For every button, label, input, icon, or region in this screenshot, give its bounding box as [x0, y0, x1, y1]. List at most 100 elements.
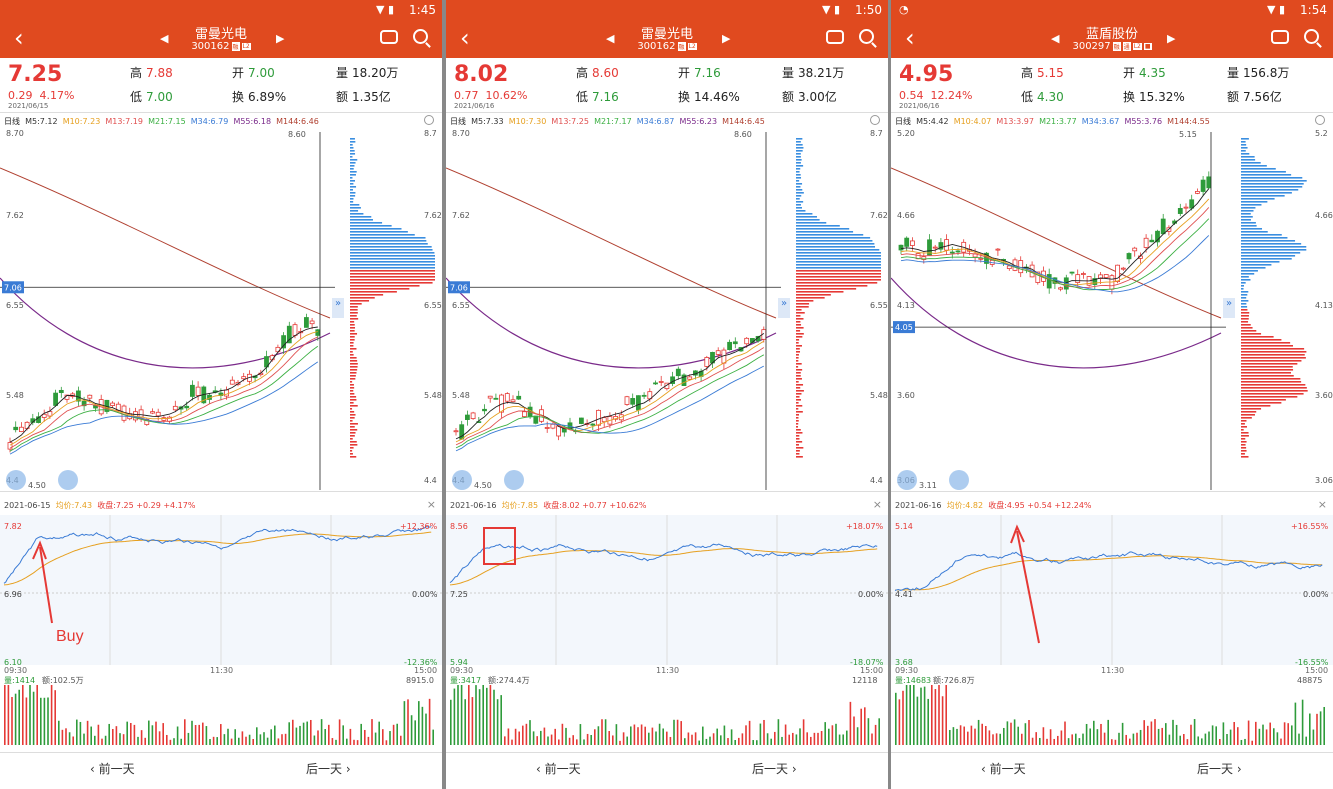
close-icon[interactable]: ×	[426, 498, 436, 511]
period-label[interactable]: 日线	[450, 117, 466, 126]
kline-chart[interactable]: 8.707.626.555.484.48.77.626.555.484.48.6…	[0, 128, 442, 490]
ma-line	[900, 198, 1210, 286]
volume-profile-bar	[1241, 234, 1282, 236]
close-label: 收盘:	[988, 501, 1007, 510]
volume-profile-bar	[796, 234, 864, 236]
back-arrow-icon[interactable]: ‹	[905, 24, 915, 52]
volume-profile-bar	[350, 366, 358, 368]
volume-profile-bar	[796, 312, 805, 314]
volume-profile-bar	[796, 330, 801, 332]
back-arrow-icon[interactable]: ‹	[460, 24, 470, 52]
day-nav: ‹ 前一天 后一天 ›	[446, 756, 888, 780]
prev-stock-icon[interactable]: ◀	[160, 32, 169, 45]
volume-profile-bar	[1241, 249, 1307, 251]
robot-icon[interactable]	[826, 30, 844, 44]
volume-profile-bar	[350, 174, 356, 176]
price-line	[449, 543, 878, 584]
search-icon[interactable]	[859, 29, 874, 44]
period-label[interactable]: 日线	[4, 117, 20, 126]
candle	[1098, 274, 1103, 279]
search-icon[interactable]	[413, 29, 428, 44]
back-arrow-icon[interactable]: ‹	[14, 24, 24, 52]
expand-button[interactable]	[58, 470, 78, 490]
prev-day-button[interactable]: ‹ 前一天	[536, 762, 581, 776]
volume-bar	[540, 730, 542, 745]
next-stock-icon[interactable]: ▶	[1167, 32, 1176, 45]
next-day-button[interactable]: 后一天 ›	[306, 762, 351, 776]
volume-profile-bar	[350, 393, 355, 395]
expand-profile-icon[interactable]: »	[778, 298, 790, 318]
period-label[interactable]: 日线	[895, 117, 911, 126]
robot-icon[interactable]	[1271, 30, 1289, 44]
volume-profile-bar	[1241, 192, 1292, 194]
candle	[624, 396, 630, 405]
prev-day-button[interactable]: ‹ 前一天	[981, 762, 1026, 776]
candle	[898, 244, 904, 251]
prev-stock-icon[interactable]: ◀	[606, 32, 615, 45]
stock-tag: L2	[241, 42, 251, 50]
kline-chart[interactable]: 8.707.626.555.484.48.77.626.555.484.48.6…	[446, 128, 888, 490]
ma144: M144:6.46	[276, 117, 319, 126]
volume-bar	[205, 726, 208, 745]
candle	[1200, 179, 1206, 192]
settings-icon[interactable]	[1315, 115, 1325, 125]
volume-profile-bar	[350, 165, 355, 167]
volume-profile-bar	[796, 360, 799, 362]
expand-button[interactable]	[949, 470, 969, 490]
zoom-in-button[interactable]	[452, 470, 472, 490]
volume-bar	[1294, 702, 1297, 745]
volume-bar	[1039, 737, 1041, 745]
volume-bar	[810, 736, 812, 745]
k-axis-label: 5.48	[6, 391, 24, 400]
close-icon[interactable]: ×	[872, 498, 882, 511]
candle	[7, 442, 13, 450]
timeline-chart[interactable]: 5.14 4.41 3.68 +16.55% 0.00% -16.55% 09:30 11:3…	[891, 515, 1333, 675]
volume-profile-bar	[1241, 288, 1244, 290]
volume-bar	[166, 734, 168, 745]
volume-bar	[1053, 738, 1055, 745]
volume-bar	[1078, 738, 1081, 745]
volume-profile-bar	[350, 417, 355, 419]
volume-bar	[1136, 732, 1138, 745]
stock-tag: 融	[677, 41, 686, 51]
expand-profile-icon[interactable]: »	[332, 298, 344, 318]
settings-icon[interactable]	[424, 115, 434, 125]
volume-bar	[1201, 738, 1203, 745]
volume-bar	[802, 719, 805, 745]
next-day-button[interactable]: 后一天 ›	[1197, 762, 1242, 776]
prev-stock-icon[interactable]: ◀	[1051, 32, 1060, 45]
open-field: 开 7.16	[678, 64, 721, 81]
timeline-chart[interactable]: 7.82 6.96 6.10 +12.36% 0.00% -12.36% 09:30 11:3…	[0, 515, 442, 675]
expand-profile-icon[interactable]: »	[1223, 298, 1235, 318]
volume-profile-bar	[350, 321, 355, 323]
volume-bar	[1168, 734, 1171, 745]
next-stock-icon[interactable]: ▶	[722, 32, 731, 45]
zoom-in-button[interactable]	[6, 470, 26, 490]
volume-profile-bar	[1241, 222, 1256, 224]
zoom-in-button[interactable]	[897, 470, 917, 490]
timeline-chart[interactable]: 8.56 7.25 5.94 +18.07% 0.00% -18.07% 09:30 11:3…	[446, 515, 888, 675]
volume-bar	[1273, 728, 1275, 745]
volume-bar	[54, 690, 56, 745]
next-stock-icon[interactable]: ▶	[276, 32, 285, 45]
next-day-button[interactable]: 后一天 ›	[752, 762, 797, 776]
candle	[949, 251, 955, 254]
volume-profile-bar	[350, 144, 353, 146]
volume-profile-bar	[796, 240, 873, 242]
expand-button[interactable]	[504, 470, 524, 490]
volume-profile-bar	[796, 363, 802, 365]
volume-bar	[1010, 722, 1012, 745]
candle	[978, 257, 984, 260]
high-field: 高 8.60	[576, 64, 619, 81]
prev-day-button[interactable]: ‹ 前一天	[90, 762, 135, 776]
settings-icon[interactable]	[870, 115, 880, 125]
robot-icon[interactable]	[380, 30, 398, 44]
close-icon[interactable]: ×	[1317, 498, 1327, 511]
volume-bar	[532, 731, 535, 745]
volume-bar	[828, 728, 830, 745]
volume-bar	[1280, 738, 1282, 745]
kline-chart[interactable]: 5.204.664.133.603.065.24.664.133.603.065…	[891, 128, 1333, 490]
volume-profile-bar	[350, 351, 353, 353]
volume-profile-bar	[1241, 438, 1246, 440]
search-icon[interactable]	[1304, 29, 1319, 44]
